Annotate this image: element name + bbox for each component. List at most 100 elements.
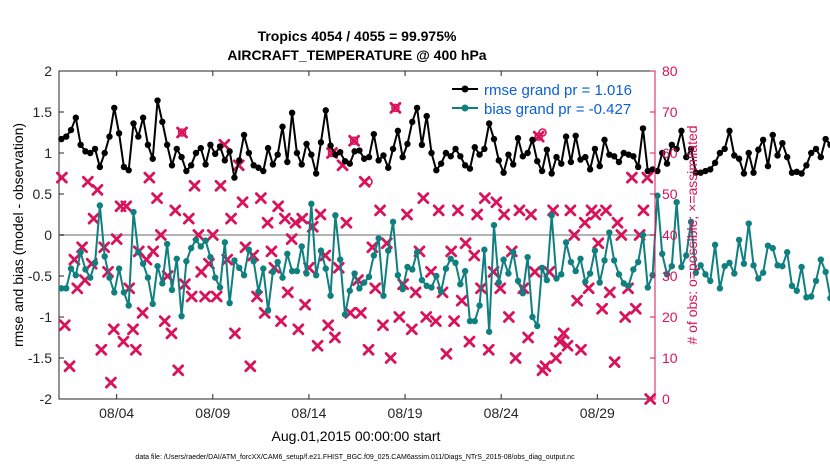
obs-assimilated-marker: [322, 319, 335, 332]
rmse-point: [437, 160, 445, 167]
obs-assimilated-marker: [147, 245, 160, 258]
obs-assimilated-marker: [281, 286, 294, 299]
rmse-point: [481, 145, 488, 153]
obs-assimilated-marker: [401, 208, 413, 221]
rmse-point: [495, 157, 502, 164]
bias-point: [519, 290, 527, 297]
bias-point: [260, 265, 267, 272]
bias-point: [625, 282, 632, 290]
obs-assimilated-marker: [455, 294, 468, 307]
rmse-point: [827, 141, 830, 148]
bias-point: [226, 299, 233, 307]
bias-point: [812, 277, 820, 285]
obs-assimilated-marker: [553, 335, 566, 348]
rmse-point: [163, 141, 171, 148]
rmse-point: [572, 132, 579, 139]
rmse-point: [721, 145, 728, 153]
bias-point: [250, 258, 257, 265]
rmse-point: [543, 146, 551, 153]
rmse-point: [803, 162, 810, 169]
bias-point: [567, 258, 575, 266]
rmse-point: [447, 153, 454, 160]
rmse-point: [476, 151, 483, 158]
rmse-point: [115, 130, 123, 137]
bias-point: [510, 249, 517, 256]
rmse-point: [822, 135, 829, 143]
y-tick-label: 2: [44, 63, 52, 79]
rmse-point: [601, 136, 608, 144]
obs-assimilated-marker: [575, 343, 587, 356]
rmse-point: [187, 162, 195, 169]
rmse-point: [260, 167, 267, 175]
y2-axis-label: # of obs: o=possible; ×=assimilated: [684, 125, 700, 344]
rmse-point: [149, 155, 156, 162]
rmse-point: [707, 166, 714, 173]
bias-point: [495, 279, 502, 286]
obs-assimilated-marker: [285, 233, 298, 245]
obs-assimilated-marker: [603, 286, 616, 299]
rmse-point: [433, 167, 440, 174]
rmse-point: [317, 139, 325, 146]
bias-point: [409, 266, 416, 273]
rmse-point: [726, 127, 733, 135]
bias-point: [284, 250, 291, 258]
bias-point: [827, 294, 830, 302]
obs-assimilated-marker: [629, 302, 642, 315]
bias-point: [428, 284, 435, 291]
obs-assimilated-marker: [165, 327, 178, 340]
rmse-point: [197, 144, 204, 152]
bias-point: [370, 252, 378, 259]
bias-point: [72, 271, 80, 279]
rmse-point: [808, 149, 815, 157]
rmse-point: [389, 145, 397, 153]
obs-assimilated-marker: [463, 335, 476, 348]
rmse-point: [606, 151, 613, 158]
bias-point: [58, 285, 65, 292]
bias-point: [279, 274, 286, 281]
rmse-point: [471, 144, 478, 151]
bias-point: [274, 258, 281, 266]
bias-point: [67, 265, 75, 272]
rmse-point: [279, 123, 286, 130]
rmse-point: [452, 145, 459, 153]
bias-point: [755, 275, 762, 282]
x-tick-label: 08/04: [99, 405, 134, 421]
rmse-point: [678, 127, 685, 135]
bias-point: [654, 192, 661, 199]
bias-point: [558, 271, 565, 278]
legend-rmse-label: rmse grand pr = 1.016: [484, 82, 632, 99]
bias-point: [437, 288, 445, 295]
bias-point: [500, 256, 507, 263]
rmse-point: [692, 169, 700, 176]
rmse-point: [67, 126, 75, 134]
bias-point: [168, 286, 176, 294]
bias-point: [716, 285, 724, 292]
legend-rmse-marker: [461, 85, 469, 93]
obs-assimilated-marker: [568, 229, 581, 241]
bias-point: [82, 266, 89, 273]
rmse-point: [457, 153, 464, 160]
bias-point: [750, 262, 757, 269]
bias-point: [687, 218, 695, 226]
bias-point: [130, 208, 137, 216]
obs-assimilated-marker: [362, 343, 375, 356]
rmse-point: [139, 114, 147, 121]
bias-point: [187, 244, 195, 252]
rmse-point: [755, 146, 762, 153]
bias-point: [481, 246, 488, 253]
y2-tick-label: 0: [662, 391, 670, 407]
bias-point: [615, 271, 623, 278]
rmse-point: [659, 149, 666, 157]
bias-point: [192, 236, 200, 244]
obs-assimilated-marker: [110, 233, 123, 245]
bias-point: [543, 276, 551, 284]
obs-assimilated-marker: [225, 212, 237, 225]
bias-point: [356, 285, 363, 292]
rmse-point: [534, 158, 541, 165]
obs-assimilated-marker: [229, 327, 241, 340]
bias-point: [783, 249, 791, 256]
rmse-point: [615, 158, 623, 166]
rmse-point: [769, 131, 776, 139]
bias-point: [721, 262, 728, 270]
bias-point: [639, 231, 647, 239]
